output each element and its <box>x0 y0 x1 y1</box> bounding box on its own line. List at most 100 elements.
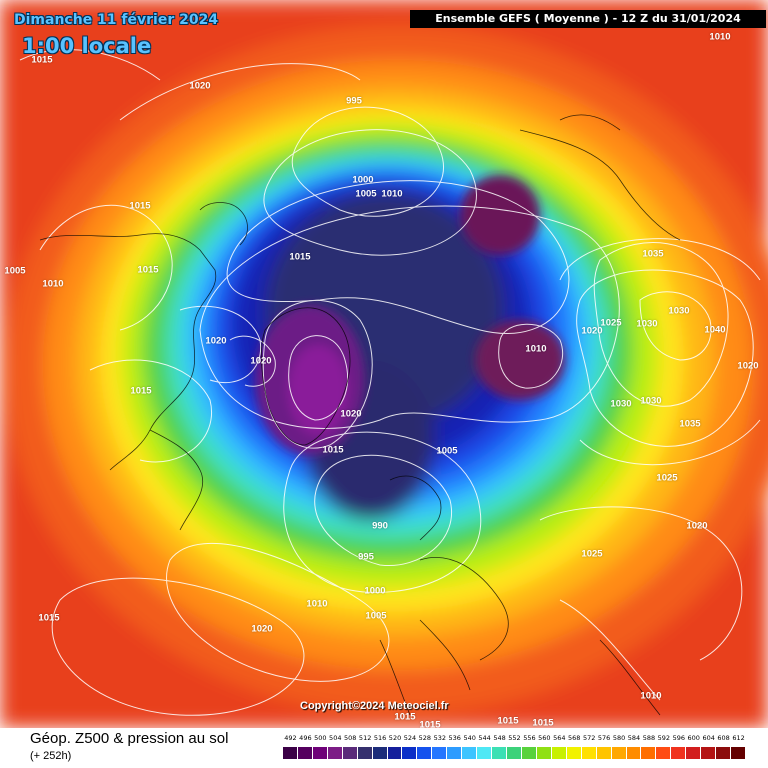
pressure-label: 1005 <box>436 445 458 457</box>
pressure-label: 1020 <box>340 408 362 420</box>
color-scale-tick-label: 552 <box>508 734 521 742</box>
coast-europe <box>419 557 509 661</box>
pressure-label: 1010 <box>525 343 547 355</box>
color-scale-swatch <box>477 747 493 759</box>
isobar-1035 <box>593 242 729 407</box>
color-scale-swatch <box>671 747 687 759</box>
pressure-label: 995 <box>346 95 362 107</box>
isobar-1020-pacific <box>119 63 361 121</box>
forecast-date: Dimanche 11 février 2024 <box>14 12 219 28</box>
pressure-label: 1020 <box>737 360 759 372</box>
isobar-990 <box>314 454 452 567</box>
color-scale-swatch <box>731 747 746 759</box>
coastlines <box>39 114 681 716</box>
pressure-label: 1010 <box>42 278 64 290</box>
pressure-label: 1020 <box>250 355 272 367</box>
color-scale-swatch <box>641 747 657 759</box>
color-scale-tick-label: 540 <box>463 734 476 742</box>
pressure-label: 1010 <box>381 188 403 200</box>
legend-footer: Géop. Z500 & pression au sol (+ 252h) 49… <box>0 728 768 768</box>
isobar-1000 <box>263 129 477 256</box>
color-scale-swatch <box>327 747 343 759</box>
isobar-1010-pacific <box>19 49 161 81</box>
color-scale-tick-label: 584 <box>627 734 641 742</box>
color-scale-swatch <box>626 747 642 759</box>
color-scale-swatch <box>462 747 478 759</box>
color-scale-tick-label: 592 <box>657 734 671 742</box>
color-scale-swatch <box>656 747 672 759</box>
color-scale-tick-label: 580 <box>612 734 626 742</box>
isobar-1020-asia <box>539 506 743 661</box>
forecast-lead-time: (+ 252h) <box>30 750 72 762</box>
color-scale-swatch <box>402 747 418 759</box>
purple-low-arctic <box>460 175 540 255</box>
color-scale-tick-label: 492 <box>284 734 297 742</box>
pressure-label: 1025 <box>581 548 603 560</box>
pressure-label: 1040 <box>704 324 726 336</box>
isobar-1010-atlantic <box>166 542 390 682</box>
isobar-1010-siberia <box>498 323 564 389</box>
pressure-label: 1020 <box>205 335 227 347</box>
pressure-label: 1030 <box>640 395 662 407</box>
pressure-label: 1030 <box>610 398 632 410</box>
pressure-label: 1020 <box>251 623 273 635</box>
color-scale-tick-label: 560 <box>538 734 551 742</box>
pressure-label: 1010 <box>709 31 731 43</box>
model-run-info: Ensemble GEFS ( Moyenne ) - 12 Z du 31/0… <box>410 10 766 28</box>
color-scale-swatch <box>372 747 388 759</box>
color-scale-tick-label: 536 <box>448 734 461 742</box>
coast-mediterranean <box>419 619 471 691</box>
color-scale-swatch <box>417 747 433 759</box>
color-scale-tick-label: 508 <box>343 734 357 742</box>
color-scale-tick-label: 556 <box>523 734 536 742</box>
isobar-1020-canada <box>179 305 262 384</box>
pressure-label: 1025 <box>600 317 622 329</box>
color-scale-tick-label: 564 <box>553 734 566 742</box>
color-scale-tick-label: 504 <box>329 734 342 742</box>
color-scale-swatch <box>492 747 508 759</box>
pressure-label: 1015 <box>497 715 519 727</box>
pressure-label: 1035 <box>679 418 701 430</box>
color-scale-swatch <box>701 747 717 759</box>
color-scale-tick-label: 496 <box>299 734 312 742</box>
pressure-label: 1030 <box>668 305 690 317</box>
pressure-label: 1015 <box>38 612 60 624</box>
pressure-label: 1015 <box>137 264 159 276</box>
isobar-1015-america <box>39 204 173 331</box>
color-scale-swatch <box>716 747 732 759</box>
color-scale-swatch <box>447 747 463 759</box>
isobar-1010-asia <box>559 599 661 701</box>
pressure-label: 1035 <box>642 248 664 260</box>
isobars <box>19 49 761 716</box>
pressure-label: 1025 <box>656 472 678 484</box>
pressure-label: 1005 <box>4 265 26 277</box>
isobar-1030 <box>576 269 754 447</box>
pressure-label: 1015 <box>532 717 554 729</box>
color-scale-tick-label: 524 <box>403 734 417 742</box>
color-scale-tick-label: 516 <box>373 734 387 742</box>
pressure-label: 995 <box>358 551 374 563</box>
isobar-1020-low <box>288 335 349 421</box>
pressure-label: 1020 <box>581 325 603 337</box>
color-scale-swatch <box>507 747 522 759</box>
isobar-1015-atlantic <box>51 577 305 716</box>
purple-low-greenland-core <box>288 345 348 435</box>
color-scale-swatch <box>566 747 582 759</box>
color-scale-swatch <box>536 747 552 759</box>
pressure-label: 1015 <box>130 385 152 397</box>
pressure-label: 1005 <box>365 610 387 622</box>
color-scale-tick-label: 576 <box>597 734 611 742</box>
color-scale-swatch <box>596 747 612 759</box>
color-scale-tick-label: 520 <box>388 734 402 742</box>
color-scale-tick-label: 568 <box>568 734 581 742</box>
color-scale-swatch <box>521 747 537 759</box>
color-scale-swatch <box>686 747 702 759</box>
isobar-1010 <box>199 205 620 429</box>
pressure-label: 1015 <box>322 444 344 456</box>
color-scale-tick-label: 532 <box>433 734 447 742</box>
color-scale-tick-label: 512 <box>358 734 372 742</box>
color-scale-swatch <box>297 747 313 759</box>
color-scale-swatch <box>611 747 627 759</box>
color-scale-swatch <box>357 747 373 759</box>
isobar-1020-greenland-edge <box>229 335 276 387</box>
